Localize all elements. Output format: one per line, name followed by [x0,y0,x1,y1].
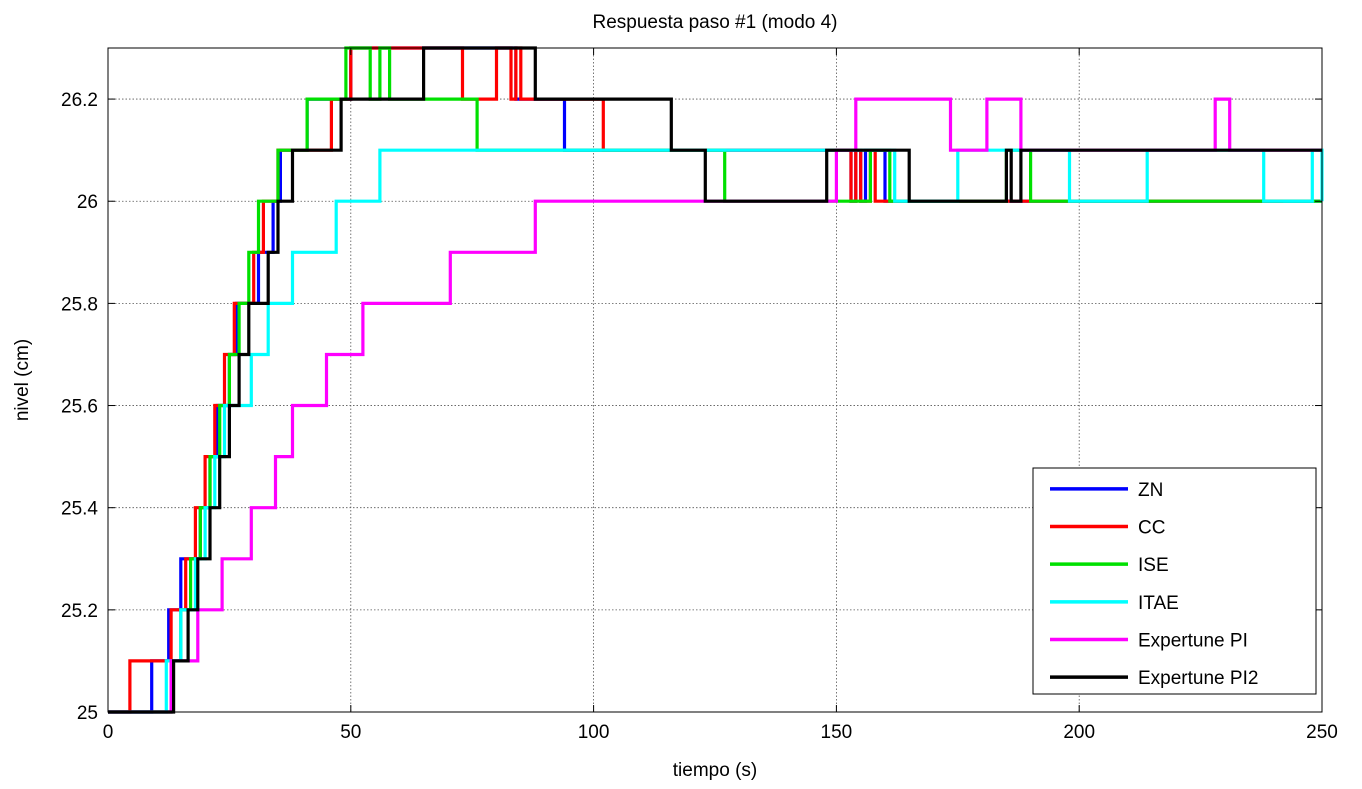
legend-label: CC [1138,518,1165,539]
series-line-expertune-pi2 [108,46,1322,714]
y-tick-label: 25.4 [61,499,98,520]
series-line-expertune-pi [108,97,1322,714]
y-tick-label: 25.6 [61,397,98,418]
y-tick-label: 25 [77,703,98,724]
y-axis-label: nivel (cm) [12,339,33,421]
axis-ticks: 0 50 100 150 200 250 25 25.2 25.4 25.6 25.8 26 26.2 [61,48,1338,743]
x-tick-label: 50 [340,722,361,743]
legend-label: Expertune PI2 [1138,668,1258,689]
legend-box [1032,467,1317,695]
y-tick-label: 25.2 [61,601,98,622]
x-tick-label: 200 [1063,722,1095,743]
y-tick-label: 26.2 [61,90,98,111]
chart-title: Respuesta paso #1 (modo 4) [592,12,837,33]
plot-area-border [107,47,1323,713]
legend-label: ITAE [1138,593,1179,614]
legend-label: Expertune PI [1138,631,1248,652]
series-lines [108,46,1324,714]
x-tick-label: 100 [578,722,610,743]
x-tick-label: 250 [1306,722,1338,743]
legend-label: ZN [1138,480,1163,501]
x-tick-label: 0 [103,722,114,743]
x-axis-label: tiempo (s) [673,760,757,781]
y-tick-label: 25.8 [61,294,98,315]
x-tick-label: 150 [821,722,853,743]
legend: ZN CC ISE ITAE Expertune PI Expertune PI2 [1032,467,1317,695]
legend-label: ISE [1138,555,1169,576]
y-tick-label: 26 [77,192,98,213]
